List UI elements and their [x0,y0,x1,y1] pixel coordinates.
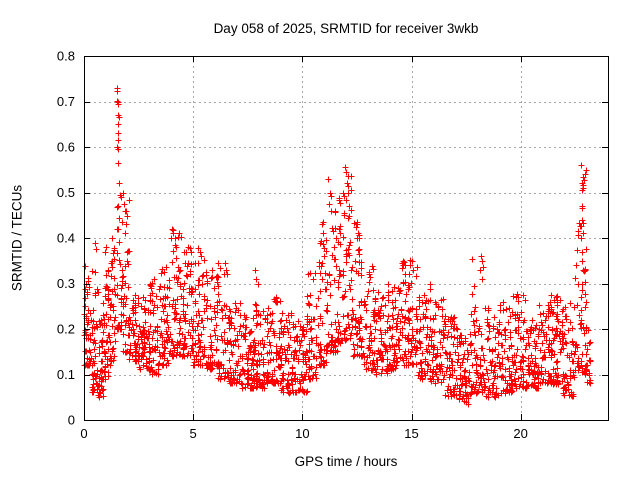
x-tick-label: 10 [295,426,309,441]
x-tick-label: 0 [80,426,87,441]
y-tick-label: 0.5 [57,185,75,200]
scatter-points [81,85,594,408]
x-tick-label: 5 [190,426,197,441]
y-tick-label: 0.4 [57,231,75,246]
y-tick-label: 0.8 [57,49,75,64]
y-tick-label: 0.1 [57,367,75,382]
y-tick-label: 0.7 [57,94,75,109]
y-tick-label: 0.3 [57,276,75,291]
chart-title: Day 058 of 2025, SRMTID for receiver 3wk… [213,21,479,36]
x-axis-label: GPS time / hours [294,454,398,469]
y-tick-label: 0 [68,413,75,428]
x-tick-label: 15 [404,426,418,441]
y-tick-label: 0.6 [57,140,75,155]
x-tick-label: 20 [513,426,527,441]
y-tick-label: 0.2 [57,322,75,337]
plot-border [84,56,609,421]
